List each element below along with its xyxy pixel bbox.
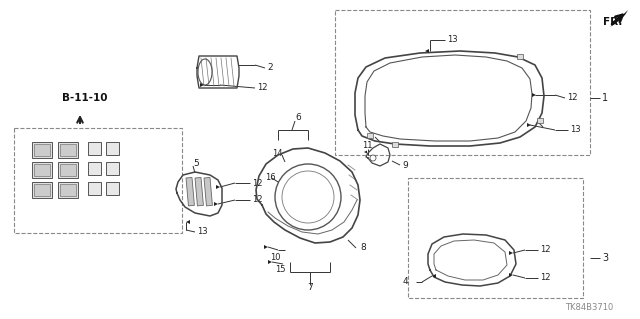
- Text: 10: 10: [270, 253, 280, 262]
- Text: 6: 6: [295, 114, 301, 122]
- Text: 12: 12: [252, 179, 262, 188]
- Text: 13: 13: [197, 227, 207, 236]
- Polygon shape: [216, 185, 220, 189]
- Text: 11: 11: [362, 142, 372, 151]
- Text: 7: 7: [307, 284, 313, 293]
- Bar: [204, 177, 212, 206]
- Text: 4: 4: [403, 278, 408, 286]
- Text: 12: 12: [540, 273, 550, 283]
- Text: 12: 12: [252, 196, 262, 204]
- Text: FR.: FR.: [603, 17, 622, 27]
- Text: 14: 14: [272, 149, 282, 158]
- Bar: [195, 177, 204, 206]
- Bar: [106, 162, 119, 175]
- Circle shape: [370, 155, 376, 161]
- Bar: [34, 184, 50, 196]
- Polygon shape: [186, 220, 190, 224]
- Bar: [58, 142, 78, 158]
- Bar: [88, 162, 101, 175]
- Bar: [392, 142, 398, 147]
- Bar: [88, 142, 101, 155]
- Bar: [367, 133, 373, 138]
- Bar: [537, 118, 543, 123]
- Polygon shape: [527, 123, 531, 127]
- Text: 13: 13: [570, 125, 580, 135]
- Bar: [32, 142, 52, 158]
- Text: TK84B3710: TK84B3710: [565, 303, 613, 313]
- Polygon shape: [509, 273, 513, 277]
- Bar: [106, 142, 119, 155]
- Bar: [408, 178, 583, 298]
- Bar: [88, 182, 101, 195]
- Bar: [34, 164, 50, 176]
- Text: 3: 3: [602, 253, 608, 263]
- Text: 9: 9: [402, 160, 408, 169]
- Bar: [32, 182, 52, 198]
- Polygon shape: [532, 93, 536, 97]
- Polygon shape: [214, 202, 218, 206]
- Text: 2: 2: [267, 63, 273, 72]
- Text: 12: 12: [567, 93, 577, 102]
- Bar: [58, 162, 78, 178]
- Bar: [60, 184, 76, 196]
- Text: 15: 15: [275, 265, 285, 275]
- Text: 8: 8: [360, 243, 365, 253]
- Bar: [60, 144, 76, 156]
- Polygon shape: [610, 10, 628, 27]
- Text: 5: 5: [193, 159, 199, 167]
- Text: 12: 12: [540, 246, 550, 255]
- Polygon shape: [268, 260, 272, 264]
- Bar: [106, 182, 119, 195]
- Bar: [14, 128, 182, 233]
- Polygon shape: [509, 251, 513, 255]
- Bar: [186, 177, 195, 206]
- Bar: [517, 54, 523, 59]
- Polygon shape: [200, 83, 204, 87]
- Polygon shape: [264, 245, 268, 249]
- Bar: [58, 182, 78, 198]
- Text: 13: 13: [447, 35, 458, 44]
- Text: 16: 16: [265, 174, 276, 182]
- Bar: [60, 164, 76, 176]
- Polygon shape: [432, 274, 436, 278]
- Polygon shape: [425, 49, 429, 53]
- Bar: [335, 10, 590, 155]
- Bar: [32, 162, 52, 178]
- Polygon shape: [364, 151, 367, 153]
- Bar: [34, 144, 50, 156]
- Text: 12: 12: [257, 84, 268, 93]
- Text: 1: 1: [602, 93, 608, 103]
- Text: B-11-10: B-11-10: [62, 93, 108, 103]
